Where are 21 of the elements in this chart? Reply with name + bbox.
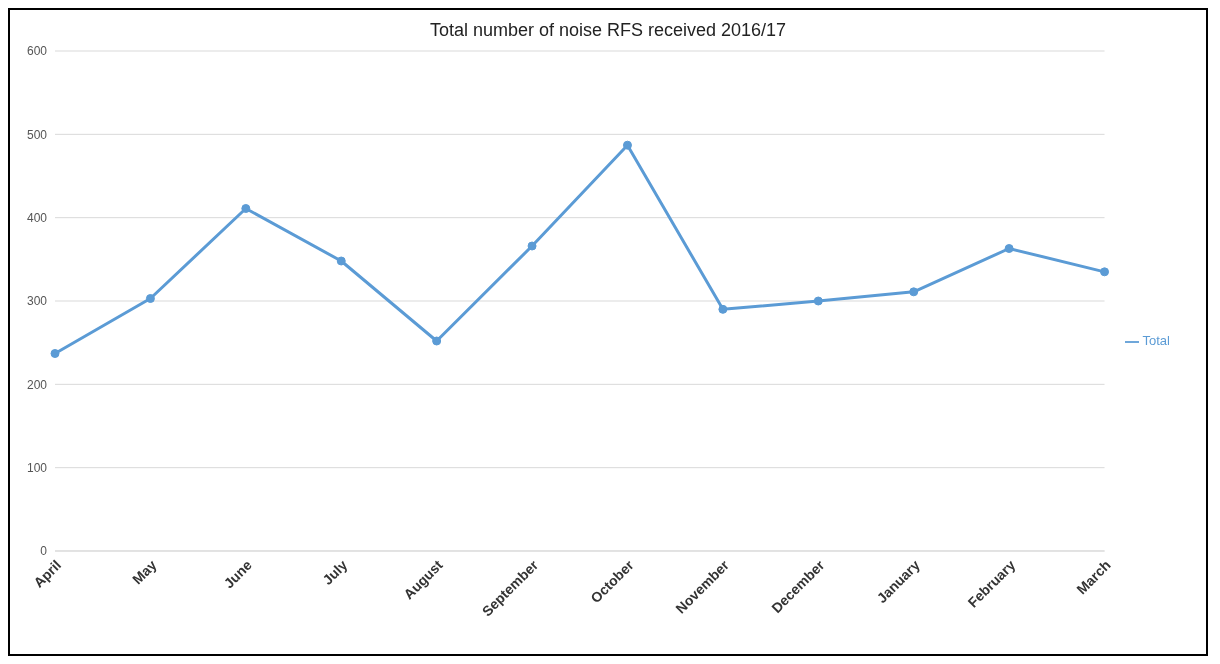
y-tick-label: 300 xyxy=(26,294,48,309)
y-tick-label: 400 xyxy=(26,210,48,225)
chart-title: Total number of noise RFS received 2016/17 xyxy=(428,20,788,41)
point xyxy=(1100,267,1110,277)
legend-label: Total xyxy=(1142,333,1170,349)
y-tick-label: 200 xyxy=(26,377,48,392)
point xyxy=(718,304,728,314)
point xyxy=(241,204,251,213)
point xyxy=(813,296,823,306)
point xyxy=(336,256,346,266)
point xyxy=(432,336,442,346)
point xyxy=(527,241,537,251)
point xyxy=(1004,244,1014,253)
y-tick-label: 600 xyxy=(26,44,48,59)
point xyxy=(909,287,919,297)
y-tick-label: 0 xyxy=(40,544,48,559)
point xyxy=(50,349,60,358)
y-tick-label: 100 xyxy=(26,460,48,475)
point xyxy=(145,294,155,303)
y-tick-label: 500 xyxy=(26,127,48,142)
point xyxy=(622,140,632,150)
